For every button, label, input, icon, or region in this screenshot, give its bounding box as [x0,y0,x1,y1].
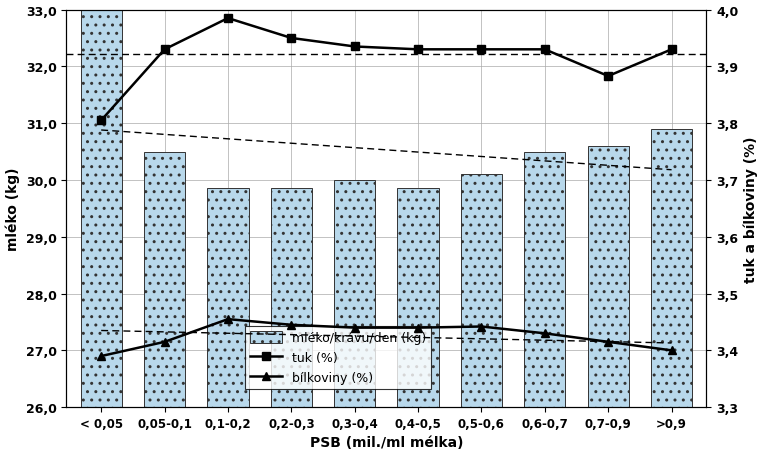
Bar [80,10,121,407]
Bar [461,175,502,407]
Bar [207,189,248,407]
Bar [588,147,629,407]
Bar [524,152,565,407]
Bar [397,189,439,407]
Bar [651,130,692,407]
X-axis label: PSB (mil./ml mélka): PSB (mil./ml mélka) [309,435,463,450]
Y-axis label: tuk a bílkoviny (%): tuk a bílkoviny (%) [744,136,759,282]
Legend: mléko/krávu/den (kg), tuk (%), bílkoviny (%): mléko/krávu/den (kg), tuk (%), bílkoviny… [245,326,431,389]
Y-axis label: mléko (kg): mléko (kg) [5,167,20,251]
Bar [144,152,185,407]
Bar [334,181,375,407]
Bar [270,189,312,407]
